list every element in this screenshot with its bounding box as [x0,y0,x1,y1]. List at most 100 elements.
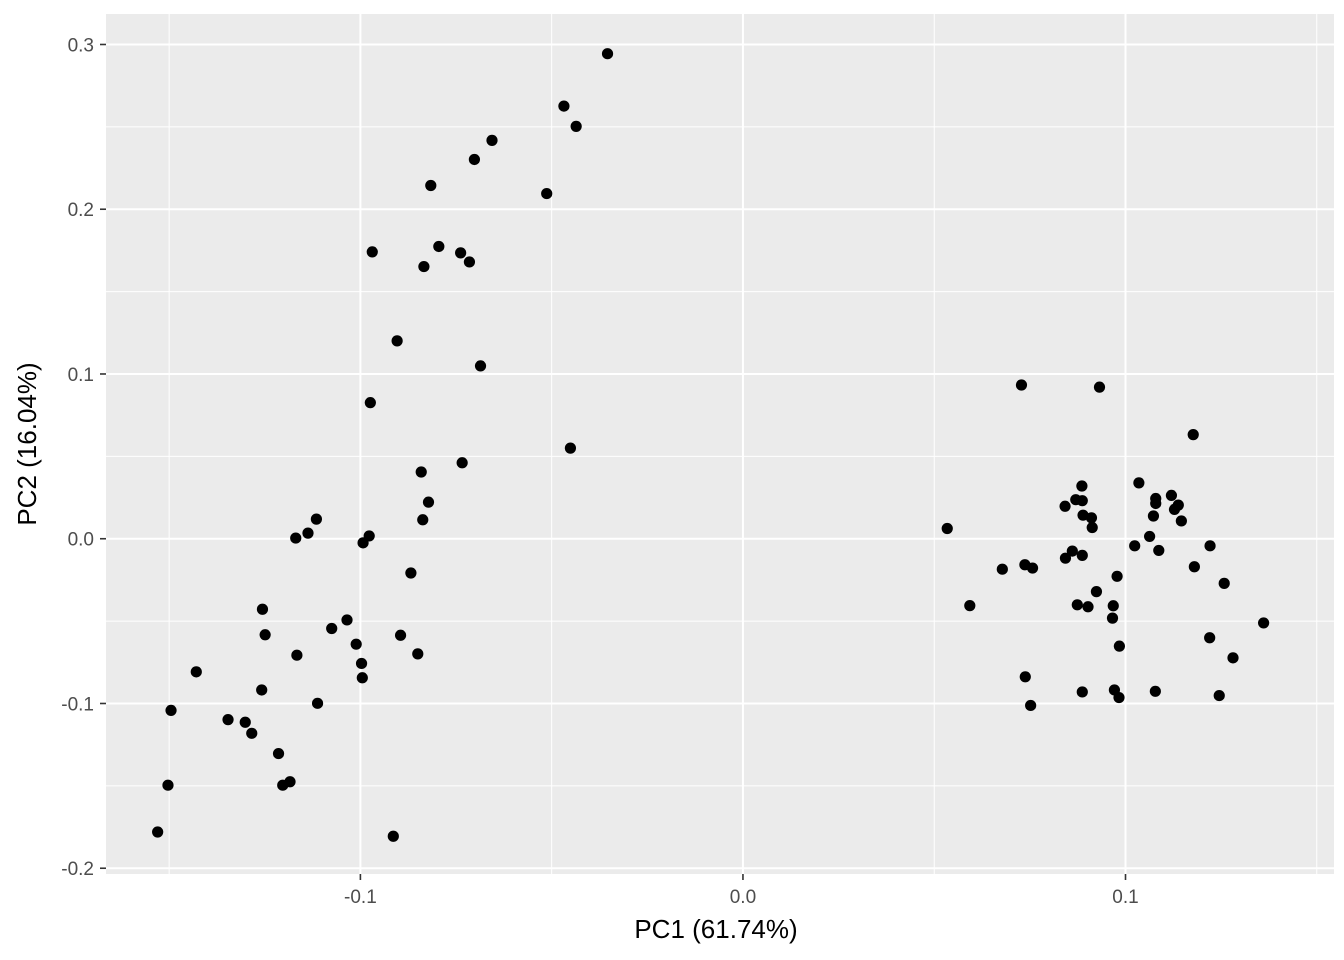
scatter-point [256,603,269,615]
scatter-point [941,522,953,535]
scatter-point [1258,617,1270,629]
scatter-point [259,629,271,641]
scatter-point [1153,544,1165,557]
scatter-point [366,246,378,258]
scatter-point [1093,381,1106,393]
scatter-point [302,527,314,539]
scatter-point [964,600,976,612]
scatter-point [1150,497,1162,510]
scatter-point [165,704,177,717]
scatter-point [246,727,258,739]
scatter-points [152,48,1270,842]
scatter-point [310,513,323,525]
scatter-point [1113,691,1125,704]
scatter-point [456,457,468,469]
y-tick-label: -0.1 [61,694,94,715]
scatter-point [601,48,614,60]
scatter-point [1076,480,1088,492]
scatter-point [1213,689,1225,702]
scatter-point [474,360,487,372]
scatter-point [1106,612,1119,624]
scatter-point [391,335,403,347]
scatter-point [405,567,417,579]
x-tick-label: 0.0 [730,887,756,908]
scatter-point [239,716,251,728]
scatter-point [1168,503,1181,516]
scatter-point [1218,577,1230,589]
scatter-point [570,120,582,132]
y-tick-label: 0.0 [68,530,94,551]
scatter-point [1129,540,1141,552]
scatter-point [486,134,498,146]
scatter-point [1015,379,1028,391]
scatter-point [1204,540,1216,552]
scatter-point [418,260,430,273]
scatter-point [541,187,553,200]
scatter-point [394,629,407,641]
scatter-point [1144,530,1156,543]
scatter-point [350,638,362,650]
scatter-point [1175,515,1187,527]
scatter-point [996,563,1008,575]
scatter-point [256,684,268,696]
scatter-point [468,153,480,166]
scatter-point [356,672,368,684]
scatter-point [364,397,376,409]
scatter-point [1076,549,1088,561]
scatter-point [222,714,234,726]
scatter-point [357,537,369,549]
scatter-point [355,657,368,670]
scatter-point [415,466,427,478]
scatter-point [1059,500,1071,512]
scatter-point [387,830,399,842]
scatter-point [1077,509,1089,521]
scatter-point [291,649,303,661]
scatter-point [1149,685,1161,697]
scatter-point [1204,632,1216,644]
y-axis-ticks: -0.2 -0.1 0.0 0.1 0.2 0.3 [61,35,106,880]
scatter-point [1019,671,1031,683]
x-tick-label: -0.1 [344,887,377,908]
scatter-point [1059,552,1072,564]
scatter-point [433,240,445,253]
scatter-point [272,747,285,760]
scatter-point [1066,545,1078,557]
scatter-point [558,100,570,112]
plot-panel [106,14,1334,874]
scatter-point [455,247,467,259]
scatter-point [1082,601,1094,613]
scatter-point [1187,429,1199,441]
x-tick-label: 0.1 [1112,887,1138,908]
scatter-point [290,532,302,544]
scatter-point [1107,600,1119,612]
x-axis-title: PC1 (61.74%) [634,914,797,944]
scatter-point [1071,599,1083,611]
scatter-point [190,666,202,678]
scatter-point [1165,489,1178,502]
scatter-point [162,779,174,791]
y-axis-title: PC2 (16.04%) [12,362,42,525]
scatter-point [425,179,437,192]
scatter-point [277,779,289,791]
scatter-point [1076,495,1088,507]
major-grid [106,14,1334,874]
scatter-point [422,496,435,508]
scatter-point [1025,699,1037,712]
scatter-point [1076,686,1088,698]
y-tick-label: 0.2 [68,200,94,221]
scatter-point [1085,512,1098,524]
minor-grid [106,14,1334,874]
scatter-point [1133,477,1145,489]
scatter-point [1090,586,1103,598]
scatter-point [463,256,476,268]
scatter-point [341,614,353,626]
scatter-point [1188,561,1200,573]
scatter-point [1026,562,1039,574]
y-tick-label: 0.3 [68,35,94,56]
y-tick-label: -0.2 [61,859,94,880]
scatter-point [1086,521,1098,534]
scatter-point [1147,510,1160,522]
scatter-point [326,622,338,635]
scatter-point [412,648,424,660]
